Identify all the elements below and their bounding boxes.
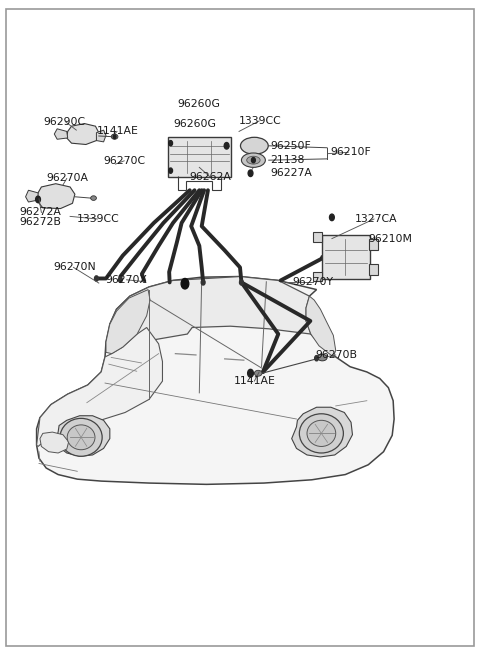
Ellipse shape — [318, 354, 327, 361]
Circle shape — [252, 158, 255, 163]
Circle shape — [95, 276, 98, 281]
Polygon shape — [313, 272, 323, 282]
Polygon shape — [54, 129, 68, 140]
Text: 96210F: 96210F — [330, 147, 371, 157]
Text: 96272A: 96272A — [20, 208, 62, 217]
Ellipse shape — [247, 157, 260, 164]
Polygon shape — [369, 239, 378, 250]
Circle shape — [113, 135, 116, 139]
Text: 1339CC: 1339CC — [239, 116, 282, 126]
Text: 96250F: 96250F — [270, 141, 311, 151]
Text: 96290C: 96290C — [44, 117, 86, 126]
Text: 96270C: 96270C — [104, 156, 146, 166]
Text: 96270X: 96270X — [105, 275, 147, 285]
Text: 96262A: 96262A — [190, 172, 232, 182]
Ellipse shape — [111, 134, 118, 140]
Ellipse shape — [91, 196, 96, 200]
Polygon shape — [36, 183, 75, 208]
Ellipse shape — [60, 419, 102, 457]
Circle shape — [119, 277, 122, 282]
FancyBboxPatch shape — [168, 138, 231, 176]
Text: 96270B: 96270B — [316, 350, 358, 360]
Text: 1327CA: 1327CA — [355, 214, 397, 224]
Ellipse shape — [240, 138, 268, 155]
Text: 96260G: 96260G — [173, 119, 216, 128]
Polygon shape — [56, 416, 110, 457]
Ellipse shape — [254, 370, 262, 376]
Polygon shape — [110, 276, 311, 352]
Polygon shape — [40, 432, 69, 453]
Circle shape — [181, 278, 189, 289]
Circle shape — [240, 280, 243, 285]
Polygon shape — [67, 124, 99, 145]
Polygon shape — [306, 296, 336, 357]
Circle shape — [201, 280, 205, 285]
Polygon shape — [106, 290, 150, 354]
Ellipse shape — [307, 421, 336, 447]
Text: 96272B: 96272B — [20, 217, 62, 227]
Text: 1141AE: 1141AE — [234, 376, 276, 386]
Polygon shape — [25, 190, 38, 202]
Text: 21138: 21138 — [270, 155, 304, 164]
Polygon shape — [36, 328, 162, 447]
Ellipse shape — [67, 425, 95, 450]
Circle shape — [36, 196, 40, 202]
Ellipse shape — [241, 153, 265, 168]
Circle shape — [168, 141, 172, 146]
Text: 96227A: 96227A — [270, 168, 312, 178]
Circle shape — [329, 214, 334, 221]
Text: 1339CC: 1339CC — [77, 214, 120, 224]
Text: 96270Y: 96270Y — [293, 277, 334, 287]
Circle shape — [248, 170, 253, 176]
Polygon shape — [36, 276, 394, 484]
Ellipse shape — [300, 414, 343, 453]
Polygon shape — [96, 130, 106, 142]
Circle shape — [224, 143, 229, 149]
Text: 1141AE: 1141AE — [96, 126, 138, 136]
Circle shape — [315, 356, 319, 361]
Polygon shape — [369, 264, 378, 275]
Text: 96260G: 96260G — [178, 99, 221, 109]
Polygon shape — [292, 407, 352, 457]
Text: 96270N: 96270N — [53, 263, 96, 272]
Circle shape — [168, 168, 172, 174]
Circle shape — [248, 369, 253, 377]
Text: 96270A: 96270A — [46, 174, 88, 183]
Text: 96210M: 96210M — [368, 234, 412, 244]
FancyBboxPatch shape — [322, 235, 370, 279]
Polygon shape — [313, 233, 323, 242]
